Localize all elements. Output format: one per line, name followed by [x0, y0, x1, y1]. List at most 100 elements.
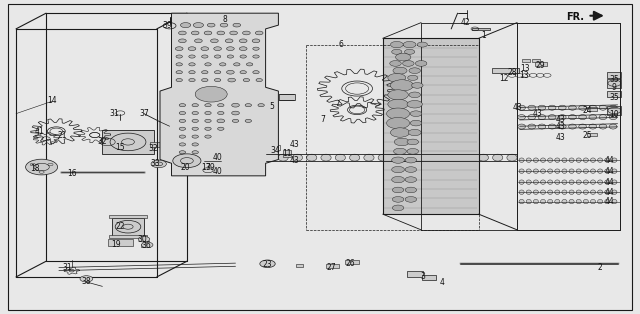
Circle shape [189, 71, 195, 74]
Ellipse shape [321, 154, 331, 161]
Ellipse shape [569, 169, 574, 173]
Bar [407, 271, 423, 277]
Circle shape [405, 197, 417, 202]
Circle shape [201, 47, 209, 51]
Circle shape [225, 39, 233, 43]
Bar [492, 68, 519, 73]
Ellipse shape [568, 115, 576, 120]
Text: 5: 5 [269, 102, 275, 111]
Bar [588, 133, 597, 136]
Text: 23: 23 [262, 260, 273, 269]
Text: 40: 40 [212, 167, 223, 176]
Bar [472, 28, 490, 30]
Ellipse shape [526, 169, 531, 173]
Circle shape [176, 55, 182, 58]
Text: 2: 2 [598, 263, 603, 272]
Circle shape [243, 78, 250, 82]
Text: 33: 33 [150, 160, 160, 168]
Circle shape [202, 71, 208, 74]
Circle shape [218, 111, 224, 115]
Circle shape [405, 167, 417, 172]
Ellipse shape [533, 169, 538, 173]
Ellipse shape [576, 158, 581, 162]
Ellipse shape [421, 154, 431, 161]
Circle shape [388, 99, 408, 109]
Ellipse shape [292, 154, 303, 161]
Text: 44: 44 [604, 188, 614, 197]
Text: 35: 35 [609, 75, 620, 84]
Ellipse shape [540, 158, 545, 162]
Text: 25: 25 [582, 131, 593, 140]
Circle shape [393, 67, 407, 74]
Ellipse shape [583, 190, 588, 194]
Ellipse shape [548, 199, 553, 204]
Ellipse shape [576, 169, 581, 173]
Text: 22: 22 [116, 222, 125, 231]
Circle shape [405, 177, 417, 182]
Ellipse shape [612, 190, 617, 194]
Circle shape [243, 31, 250, 35]
Text: 39: 39 [205, 164, 215, 172]
Text: 14: 14 [47, 96, 58, 105]
Circle shape [195, 39, 202, 43]
Text: FR.: FR. [566, 12, 584, 22]
Bar [535, 62, 547, 66]
Circle shape [180, 23, 191, 28]
Circle shape [410, 111, 422, 116]
Circle shape [403, 41, 416, 48]
Bar [296, 264, 303, 267]
Ellipse shape [583, 180, 588, 184]
Ellipse shape [583, 169, 588, 173]
Text: 20: 20 [180, 163, 191, 171]
Circle shape [388, 90, 408, 100]
Circle shape [230, 31, 237, 35]
Circle shape [390, 61, 401, 66]
Ellipse shape [264, 154, 274, 161]
Text: 10: 10 [609, 110, 620, 119]
Ellipse shape [568, 105, 576, 110]
Ellipse shape [579, 105, 586, 110]
Ellipse shape [538, 105, 546, 110]
Text: 34: 34 [270, 146, 280, 154]
Circle shape [176, 71, 182, 74]
Bar [206, 159, 223, 162]
Ellipse shape [598, 190, 603, 194]
Ellipse shape [609, 105, 617, 110]
Circle shape [188, 47, 196, 51]
Ellipse shape [591, 169, 596, 173]
Text: 24: 24 [582, 106, 593, 115]
Ellipse shape [612, 199, 617, 204]
Bar [214, 156, 221, 160]
Text: 32: 32 [148, 144, 159, 153]
Ellipse shape [612, 180, 617, 184]
Ellipse shape [526, 190, 531, 194]
Text: 28: 28 [508, 68, 516, 77]
Ellipse shape [519, 180, 524, 184]
Circle shape [390, 128, 410, 137]
Circle shape [390, 80, 413, 91]
Ellipse shape [589, 105, 596, 110]
Circle shape [179, 104, 186, 107]
Text: 31: 31 [109, 109, 119, 118]
Bar [112, 218, 144, 236]
Circle shape [408, 75, 418, 80]
Ellipse shape [548, 190, 553, 194]
Text: 29: 29 [536, 62, 546, 70]
Circle shape [173, 154, 201, 168]
Text: 16: 16 [67, 169, 77, 178]
Text: 44: 44 [604, 178, 614, 187]
Text: 1: 1 [481, 31, 486, 40]
Ellipse shape [548, 105, 556, 110]
Circle shape [207, 23, 215, 27]
Circle shape [394, 138, 410, 146]
Circle shape [189, 78, 195, 82]
Circle shape [179, 143, 186, 146]
Ellipse shape [349, 154, 360, 161]
Ellipse shape [559, 115, 566, 120]
Text: 39: 39 [163, 21, 173, 30]
Ellipse shape [583, 158, 588, 162]
Circle shape [234, 63, 240, 66]
Text: 36: 36 [141, 241, 151, 250]
Ellipse shape [598, 169, 603, 173]
Ellipse shape [407, 154, 417, 161]
